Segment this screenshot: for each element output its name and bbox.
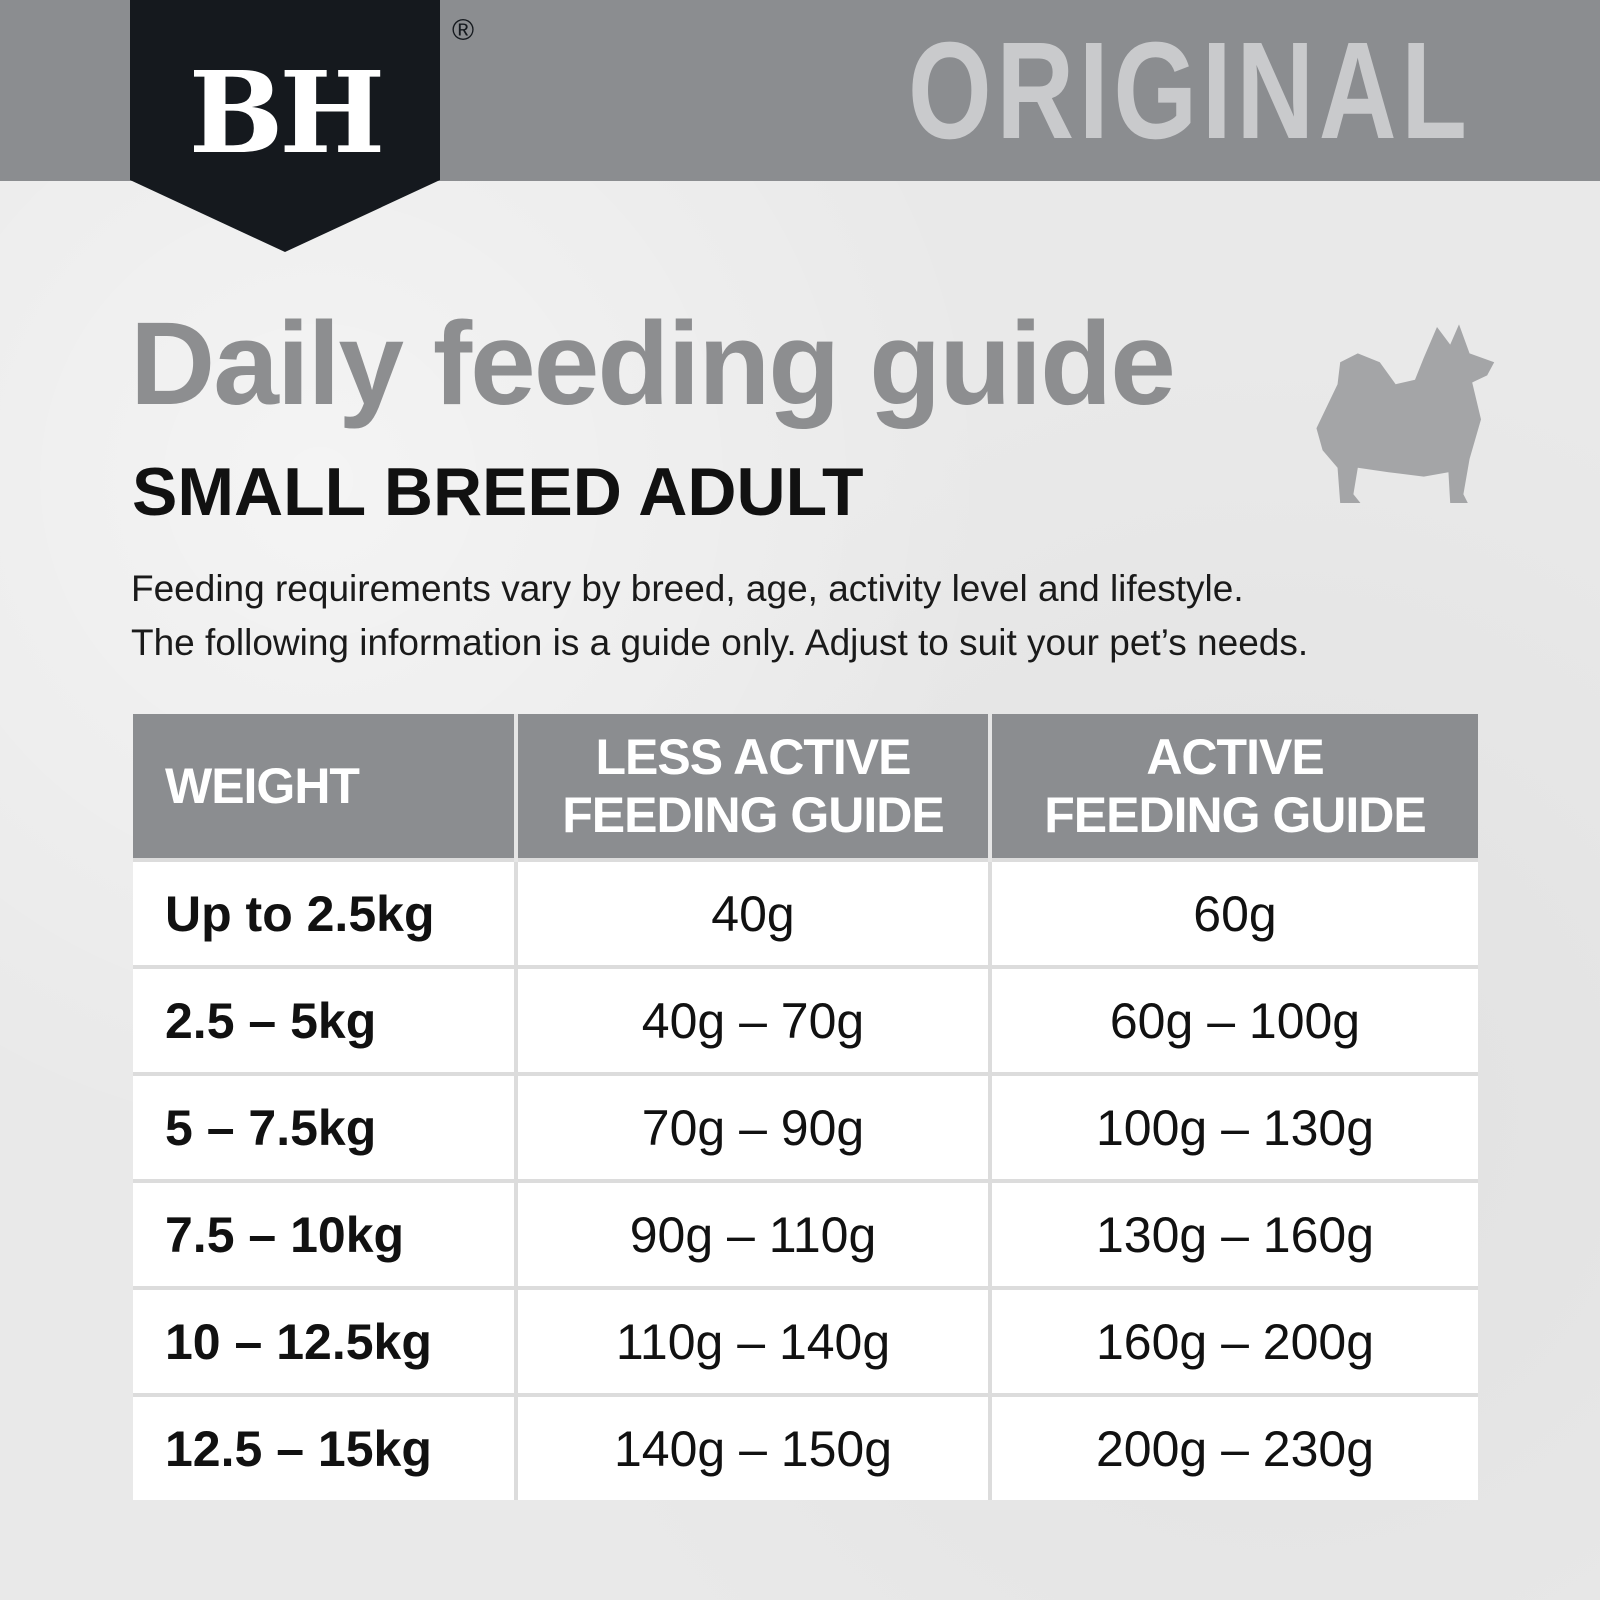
registered-mark: ® (452, 14, 475, 47)
feeding-table: WEIGHT LESS ACTIVE FEEDING GUIDE ACTIVE FE… (133, 714, 1478, 1500)
header-text: WEIGHT (165, 758, 360, 814)
table-row: Up to 2.5kg 40g 60g (133, 858, 1478, 967)
less-active-cell: 110g – 140g (516, 1286, 992, 1395)
header-weight: WEIGHT (133, 714, 518, 860)
less-active-cell: 40g – 70g (516, 965, 992, 1074)
weight-cell: 5 – 7.5kg (133, 1072, 518, 1181)
svg-text:BH: BH (189, 48, 381, 179)
less-active-cell: 70g – 90g (516, 1072, 992, 1181)
table-row: 10 – 12.5kg 110g – 140g 160g – 200g (133, 1286, 1478, 1395)
description: Feeding requirements vary by breed, age,… (131, 562, 1308, 670)
table-header-row: WEIGHT LESS ACTIVE FEEDING GUIDE ACTIVE FE… (133, 714, 1478, 860)
active-cell: 130g – 160g (990, 1179, 1478, 1288)
table-row: 12.5 – 15kg 140g – 150g 200g – 230g (133, 1393, 1478, 1500)
less-active-cell: 140g – 150g (516, 1393, 992, 1500)
weight-cell: Up to 2.5kg (133, 858, 518, 967)
active-cell: 200g – 230g (990, 1393, 1478, 1500)
less-active-cell: 90g – 110g (516, 1179, 992, 1288)
weight-cell: 7.5 – 10kg (133, 1179, 518, 1288)
description-line: The following information is a guide onl… (131, 622, 1309, 663)
dog-silhouette-icon (1316, 324, 1495, 503)
variant-label: ORIGINAL (908, 14, 1472, 168)
less-active-cell: 40g (516, 858, 992, 967)
active-cell: 100g – 130g (990, 1072, 1478, 1181)
weight-cell: 10 – 12.5kg (133, 1286, 518, 1395)
table-row: 7.5 – 10kg 90g – 110g 130g – 160g (133, 1179, 1478, 1288)
header-less-active: LESS ACTIVE FEEDING GUIDE (516, 714, 992, 860)
page-subtitle: SMALL BREED ADULT (132, 454, 864, 530)
active-cell: 60g – 100g (990, 965, 1478, 1074)
header-text: FEEDING GUIDE (1044, 787, 1426, 843)
weight-cell: 2.5 – 5kg (133, 965, 518, 1074)
header-text: ACTIVE (1146, 729, 1324, 785)
bh-logo: BH (130, 0, 440, 252)
active-cell: 160g – 200g (990, 1286, 1478, 1395)
active-cell: 60g (990, 858, 1478, 967)
weight-cell: 12.5 – 15kg (133, 1393, 518, 1500)
table-row: 5 – 7.5kg 70g – 90g 100g – 130g (133, 1072, 1478, 1181)
page-title: Daily feeding guide (130, 298, 1176, 430)
header-active: ACTIVE FEEDING GUIDE (990, 714, 1478, 860)
header-text: FEEDING GUIDE (562, 787, 944, 843)
table-row: 2.5 – 5kg 40g – 70g 60g – 100g (133, 965, 1478, 1074)
description-line: Feeding requirements vary by breed, age,… (131, 568, 1244, 609)
header-text: LESS ACTIVE (595, 729, 912, 785)
